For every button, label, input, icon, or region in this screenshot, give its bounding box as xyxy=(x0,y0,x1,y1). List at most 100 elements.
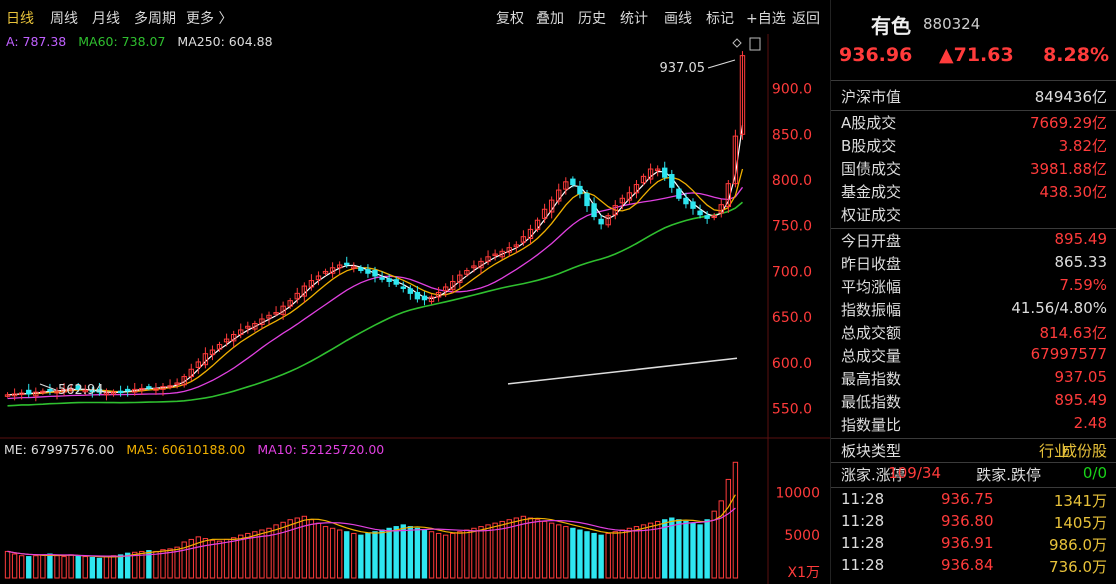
volume-bar xyxy=(563,526,569,579)
market-cap-row: 沪深市值 849436亿 xyxy=(831,86,1116,109)
candle-body xyxy=(534,219,541,230)
candle-body xyxy=(435,291,442,298)
volume-bar xyxy=(450,532,456,579)
volume-bar xyxy=(365,532,371,579)
tick-volume: 986.0万 xyxy=(1049,536,1107,554)
index-name: 有色 xyxy=(871,14,911,38)
volume-bar xyxy=(358,534,364,579)
stat-row: 总成交量 67997577 xyxy=(831,345,1116,368)
turnover-row: A股成交 7669.29亿 xyxy=(831,112,1116,135)
candle-body xyxy=(188,368,194,378)
draw-line-button[interactable]: 画线 xyxy=(664,11,692,27)
tab-more[interactable]: 更多 〉 xyxy=(186,11,233,27)
diamond-icon xyxy=(732,38,742,48)
candle-body xyxy=(548,199,555,213)
turnover-value: 3981.88亿 xyxy=(1029,160,1107,178)
volume-bar xyxy=(4,550,11,579)
volume-legend-ma10: MA10: 52125720.00 xyxy=(257,442,385,457)
volume-bar xyxy=(485,524,491,579)
volume-bar xyxy=(407,526,414,579)
volume-bar xyxy=(669,517,675,579)
candle-body xyxy=(160,386,166,390)
candle-body xyxy=(252,323,258,330)
candle-body xyxy=(315,275,322,281)
candle-body xyxy=(181,376,187,386)
add-watchlist-button[interactable]: +自选 xyxy=(746,11,786,27)
candle-body xyxy=(732,135,739,185)
volume-bar xyxy=(478,526,484,579)
overlay-button[interactable]: 叠加 xyxy=(536,11,564,27)
volume-bar xyxy=(40,554,46,579)
tick-time: 11:28 xyxy=(841,490,885,508)
volume-bar xyxy=(506,519,512,579)
tab-month[interactable]: 月线 xyxy=(92,11,120,27)
candle-body xyxy=(365,269,371,274)
volume-bar xyxy=(464,529,470,579)
tab-day[interactable]: 日线 xyxy=(6,11,34,27)
stat-value: 2.48 xyxy=(1073,414,1107,432)
stat-row: 今日开盘 895.49 xyxy=(831,230,1116,253)
candle-body xyxy=(633,184,640,194)
candle-body xyxy=(202,353,209,366)
candle-body xyxy=(223,338,230,343)
candle-body xyxy=(400,286,406,289)
candle-body xyxy=(471,265,477,269)
volume-bar xyxy=(725,478,732,579)
history-button[interactable]: 历史 xyxy=(578,11,606,27)
stat-label: 昨日收盘 xyxy=(841,255,902,273)
candle-body xyxy=(294,292,300,300)
mark-button[interactable]: 标记 xyxy=(706,11,734,27)
candle-body xyxy=(690,201,696,209)
candle-body xyxy=(386,278,392,282)
volume-bar xyxy=(336,529,343,579)
breadth-row: 涨家.涨停 109/34 跌家.跌停 0/0 xyxy=(831,464,1116,487)
stat-row: 平均涨幅 7.59% xyxy=(831,276,1116,299)
stat-label: 总成交量 xyxy=(841,347,902,365)
candle-body xyxy=(344,262,350,266)
stat-value: 41.56/4.80% xyxy=(1011,299,1107,317)
volume-bar xyxy=(344,531,350,579)
price-axis-label: 550.0 xyxy=(772,402,812,418)
volume-bar xyxy=(379,529,385,579)
back-button[interactable]: 返回 xyxy=(792,11,820,27)
volume-bar xyxy=(238,534,244,579)
volume-bar xyxy=(139,550,145,579)
ma20-line xyxy=(7,186,744,400)
candle-body xyxy=(287,300,293,307)
price-axis-label: 700.0 xyxy=(772,264,812,280)
price-change: ▲71.63 xyxy=(939,44,1014,66)
panel-toggle-icon xyxy=(749,37,761,51)
index-code: 880324 xyxy=(923,15,981,33)
divider xyxy=(831,462,1116,463)
candle-body xyxy=(393,279,399,285)
volume-bar xyxy=(626,527,633,579)
stat-label: 最高指数 xyxy=(841,370,902,388)
volume-bar xyxy=(351,532,357,579)
candle-body xyxy=(704,215,710,219)
candle-body xyxy=(61,388,67,393)
volume-bar xyxy=(329,527,336,579)
tab-multi-period[interactable]: 多周期 xyxy=(134,11,176,27)
candle-body xyxy=(442,286,449,292)
tab-week[interactable]: 周线 xyxy=(50,11,78,27)
turnover-row: 基金成交 438.30亿 xyxy=(831,181,1116,204)
volume-bar xyxy=(513,517,520,579)
candle-body xyxy=(577,185,583,195)
candle-body xyxy=(499,250,505,258)
volume-bar xyxy=(435,532,442,579)
volume-bar xyxy=(195,536,202,579)
volume-bar xyxy=(732,461,739,579)
candle-body xyxy=(110,391,117,395)
kline-chart-area[interactable]: 900.0 850.0 800.0 750.0 700.0 650.0 600.0 550.0… xyxy=(0,0,830,584)
volume-bar xyxy=(421,529,428,579)
volume-bar xyxy=(202,538,209,579)
volume-bar xyxy=(209,539,216,579)
volume-bar xyxy=(252,531,258,579)
restore-rights-button[interactable]: 复权 xyxy=(496,11,524,27)
stat-row: 昨日收盘 865.33 xyxy=(831,253,1116,276)
volume-bar xyxy=(103,556,110,579)
statistics-button[interactable]: 统计 xyxy=(620,11,648,27)
candle-body xyxy=(54,390,60,394)
constituents-link[interactable]: 成份股 xyxy=(1061,442,1107,460)
candle-body xyxy=(492,253,498,257)
